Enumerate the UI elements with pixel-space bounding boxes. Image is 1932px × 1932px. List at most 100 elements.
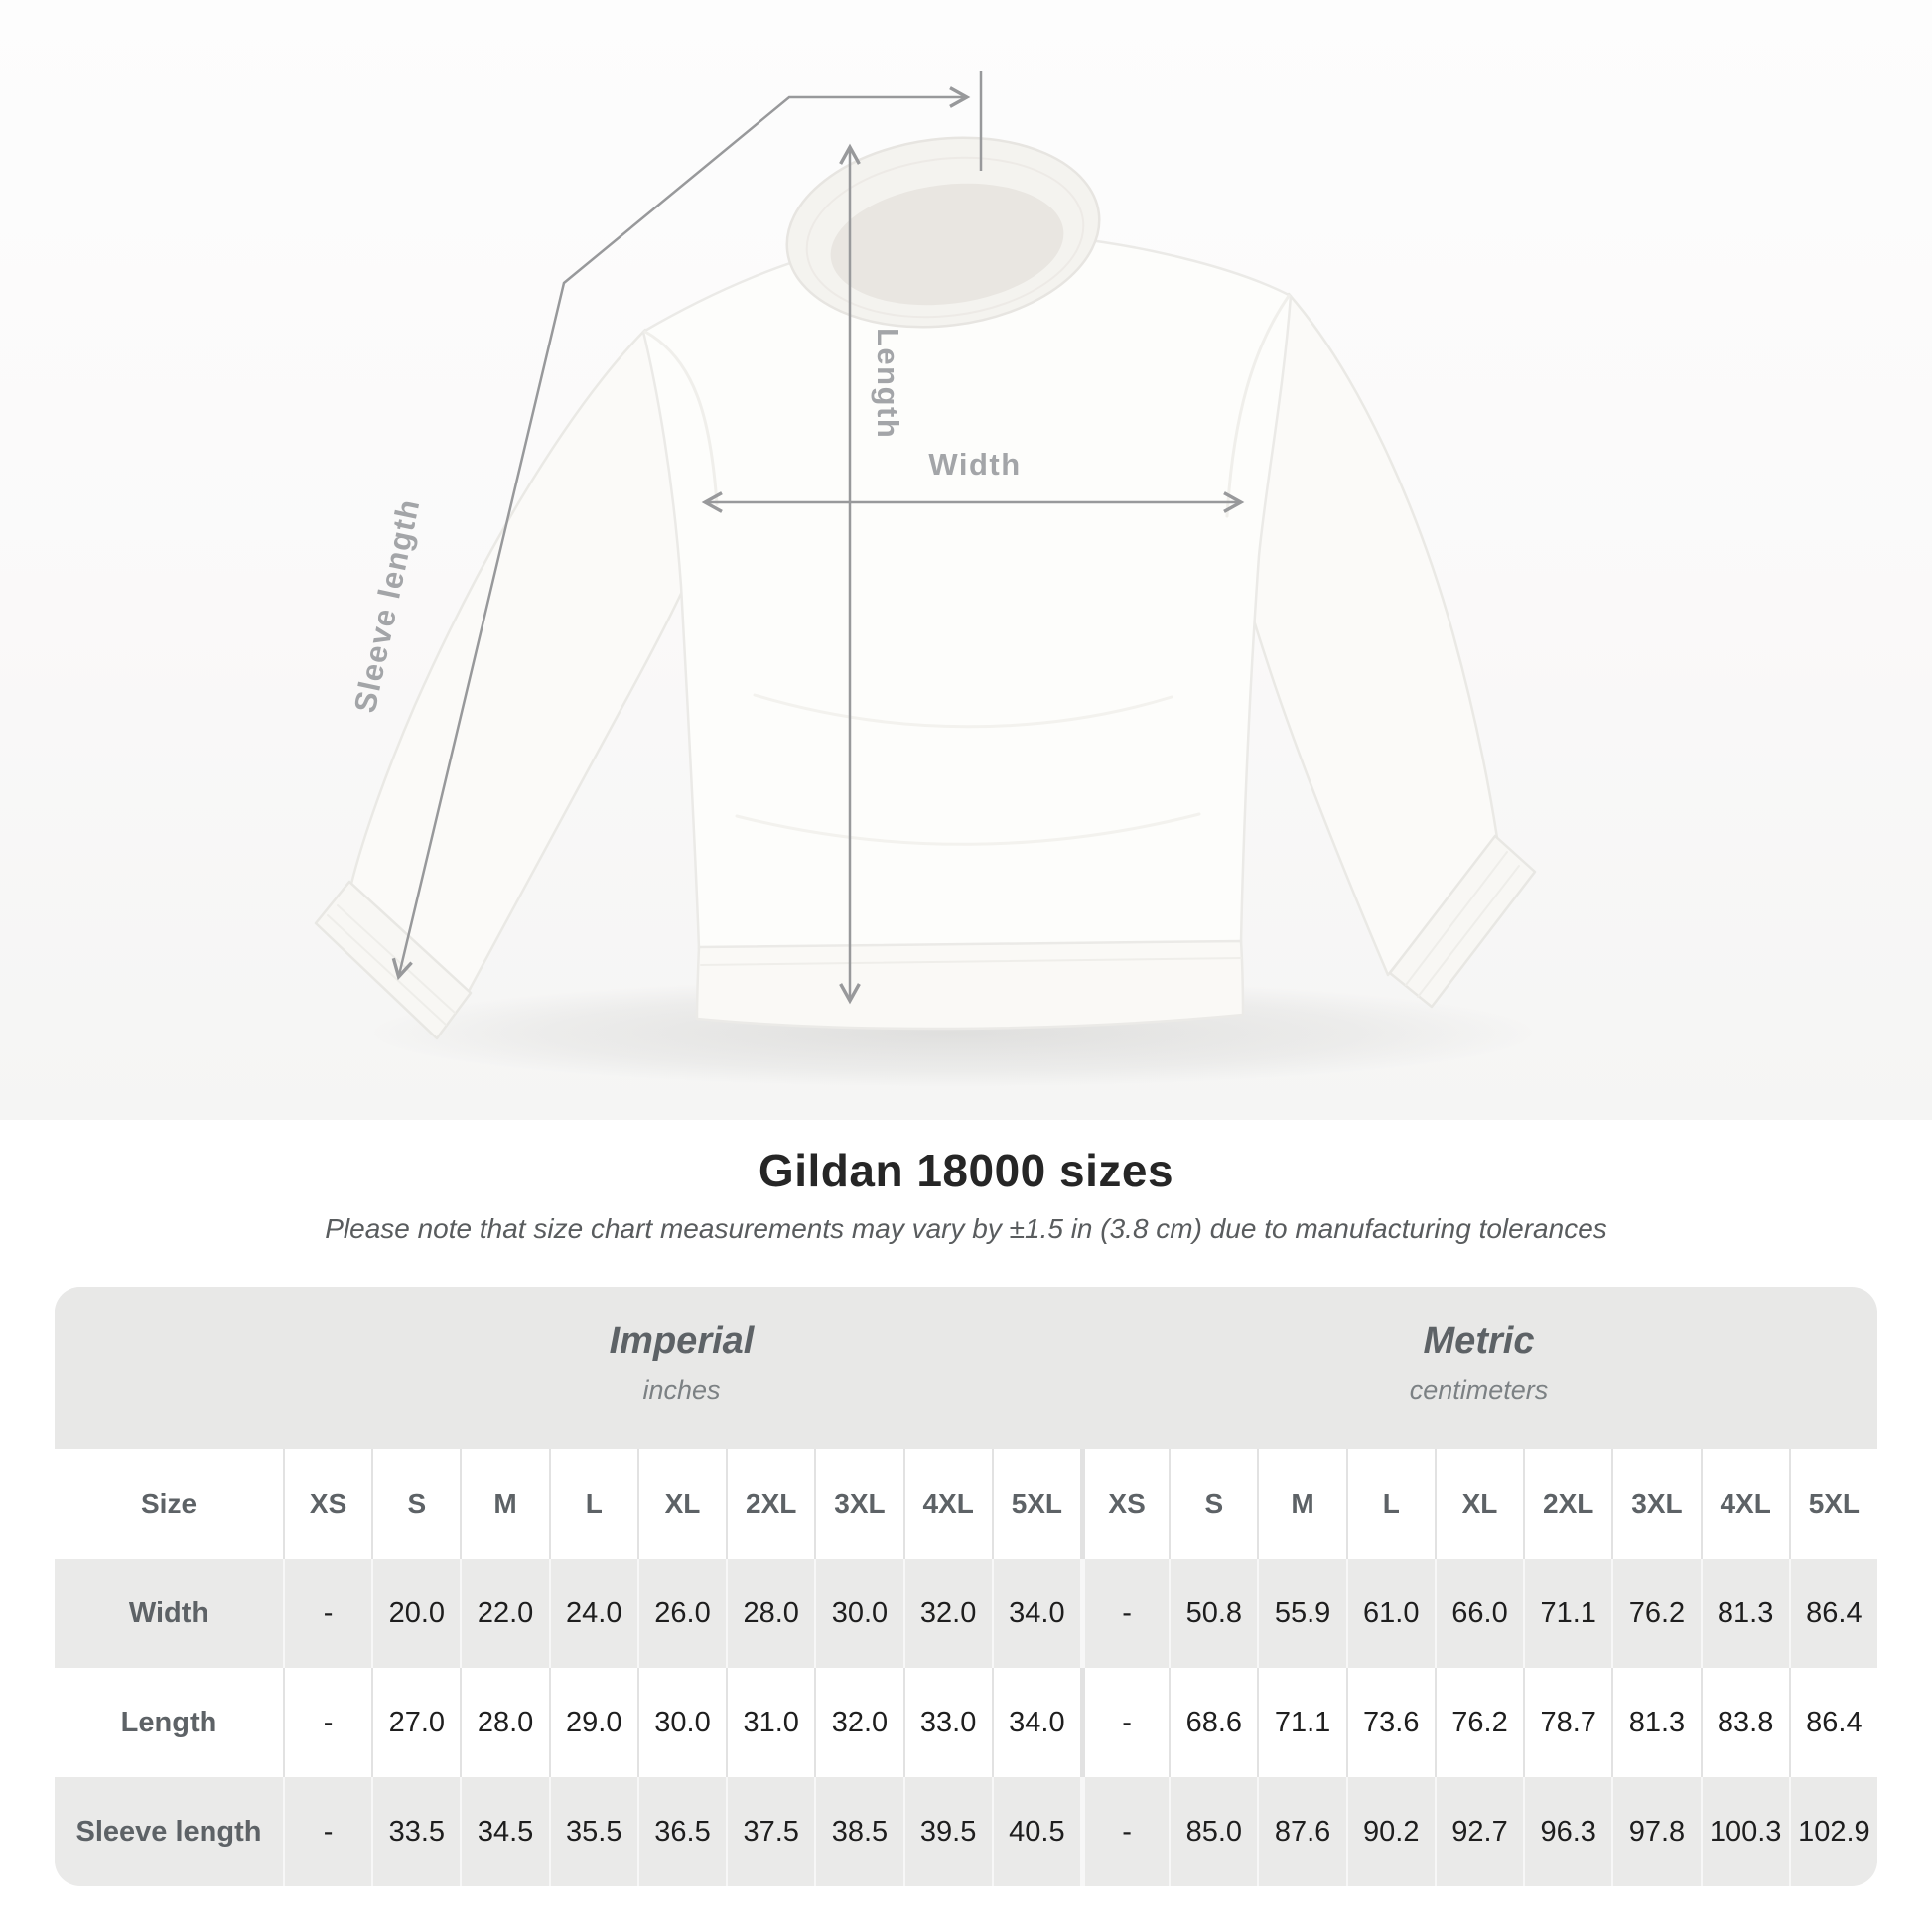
table-cell: 81.3 xyxy=(1700,1559,1789,1668)
measurement-annotations xyxy=(391,71,1245,1005)
column-header-imperial-M: M xyxy=(460,1449,549,1559)
size-table: Imperial inches Metric centimeters Size X… xyxy=(55,1287,1877,1886)
table-cell: 34.0 xyxy=(991,1668,1080,1777)
table-cell: 34.0 xyxy=(991,1559,1080,1668)
column-header-imperial-3XL: 3XL xyxy=(814,1449,903,1559)
table-cell: 32.0 xyxy=(902,1559,992,1668)
table-cell: 97.8 xyxy=(1611,1777,1701,1886)
table-cell: 85.0 xyxy=(1169,1777,1258,1886)
length-label: Length xyxy=(871,328,905,439)
table-cell: 71.1 xyxy=(1523,1559,1612,1668)
table-cell: - xyxy=(1079,1777,1170,1886)
heading: Gildan 18000 sizes Please note that size… xyxy=(0,1120,1932,1245)
table-cell: 73.6 xyxy=(1345,1668,1435,1777)
metric-group-label: Metric xyxy=(1423,1320,1535,1362)
table-cell: 100.3 xyxy=(1700,1777,1789,1886)
table-cell: 55.9 xyxy=(1257,1559,1346,1668)
column-header-metric-L: L xyxy=(1345,1449,1435,1559)
row-label: Width xyxy=(55,1559,283,1668)
right-cuff-ribbing xyxy=(1405,851,1520,998)
page-subtitle: Please note that size chart measurements… xyxy=(325,1213,1607,1244)
table-cell: 76.2 xyxy=(1611,1559,1701,1668)
sweatshirt-garment xyxy=(314,136,1537,1040)
table-cell: 92.7 xyxy=(1434,1777,1524,1886)
table-cell: 71.1 xyxy=(1257,1668,1346,1777)
table-cell: 29.0 xyxy=(548,1668,637,1777)
table-cell: 68.6 xyxy=(1169,1668,1258,1777)
table-cell: 83.8 xyxy=(1700,1668,1789,1777)
size-diagram: Length Width Sleeve length xyxy=(0,0,1932,1120)
table-cell: 61.0 xyxy=(1345,1559,1435,1668)
table-cell: 81.3 xyxy=(1611,1668,1701,1777)
table-cell: - xyxy=(283,1668,372,1777)
group-header-corner xyxy=(55,1287,283,1449)
table-cell: 28.0 xyxy=(460,1668,549,1777)
table-cell: 90.2 xyxy=(1345,1777,1435,1886)
table-cell: 37.5 xyxy=(726,1777,815,1886)
column-header-imperial-4XL: 4XL xyxy=(902,1449,992,1559)
row-label: Length xyxy=(55,1668,283,1777)
imperial-group-sublabel: inches xyxy=(642,1375,721,1405)
column-header-metric-XL: XL xyxy=(1434,1449,1524,1559)
table-cell: 87.6 xyxy=(1257,1777,1346,1886)
imperial-group-label: Imperial xyxy=(609,1320,755,1362)
left-sleeve xyxy=(349,328,717,997)
table-cell: 27.0 xyxy=(371,1668,461,1777)
table-cell: 35.5 xyxy=(548,1777,637,1886)
column-header-imperial-S: S xyxy=(371,1449,461,1559)
column-header-metric-3XL: 3XL xyxy=(1611,1449,1701,1559)
size-table-grid: Size XS S M L XL 2XL 3XL 4XL 5XL XS S M L XL 2XL 3XL 4XL 5… xyxy=(55,1449,1877,1886)
table-cell: 31.0 xyxy=(726,1668,815,1777)
imperial-group: Imperial inches xyxy=(283,1287,1080,1449)
table-cell: 86.4 xyxy=(1788,1668,1877,1777)
table-cell: 33.0 xyxy=(902,1668,992,1777)
table-cell: 28.0 xyxy=(726,1559,815,1668)
table-cell: 24.0 xyxy=(548,1559,637,1668)
table-cell: 66.0 xyxy=(1434,1559,1524,1668)
table-cell: - xyxy=(283,1777,372,1886)
size-column-header: Size xyxy=(55,1449,283,1559)
column-header-imperial-5XL: 5XL xyxy=(991,1449,1080,1559)
page-title: Gildan 18000 sizes xyxy=(758,1145,1174,1196)
column-header-imperial-XL: XL xyxy=(636,1449,727,1559)
table-cell: 78.7 xyxy=(1523,1668,1612,1777)
column-header-metric-4XL: 4XL xyxy=(1700,1449,1789,1559)
sleeve-length-label: Sleeve length xyxy=(347,495,427,716)
hem-band xyxy=(695,939,1245,1031)
table-group-header: Imperial inches Metric centimeters xyxy=(55,1287,1877,1449)
column-header-metric-5XL: 5XL xyxy=(1788,1449,1877,1559)
column-header-metric-2XL: 2XL xyxy=(1523,1449,1612,1559)
table-cell: 22.0 xyxy=(460,1559,549,1668)
table-cell: 33.5 xyxy=(371,1777,461,1886)
table-cell: 26.0 xyxy=(636,1559,727,1668)
table-cell: 30.0 xyxy=(636,1668,727,1777)
right-armhole-seam xyxy=(1225,294,1291,518)
table-cell: 86.4 xyxy=(1788,1559,1877,1668)
table-cell: 96.3 xyxy=(1523,1777,1612,1886)
table-cell: 30.0 xyxy=(814,1559,903,1668)
table-cell: 36.5 xyxy=(636,1777,727,1886)
column-header-metric-S: S xyxy=(1169,1449,1258,1559)
table-cell: 50.8 xyxy=(1169,1559,1258,1668)
table-cell: 40.5 xyxy=(991,1777,1080,1886)
table-cell: 32.0 xyxy=(814,1668,903,1777)
table-cell: 102.9 xyxy=(1788,1777,1877,1886)
table-cell: - xyxy=(1079,1559,1170,1668)
table-cell: - xyxy=(283,1559,372,1668)
column-header-imperial-XS: XS xyxy=(283,1449,372,1559)
row-label: Sleeve length xyxy=(55,1777,283,1886)
metric-group: Metric centimeters xyxy=(1080,1287,1877,1449)
column-header-imperial-2XL: 2XL xyxy=(726,1449,815,1559)
column-header-metric-XS: XS xyxy=(1079,1449,1170,1559)
garment-shadow xyxy=(367,978,1539,1087)
width-label: Width xyxy=(928,447,1021,482)
table-cell: 34.5 xyxy=(460,1777,549,1886)
right-cuff xyxy=(1388,834,1537,1009)
table-cell: - xyxy=(1079,1668,1170,1777)
column-header-imperial-L: L xyxy=(548,1449,637,1559)
table-cell: 39.5 xyxy=(902,1777,992,1886)
table-cell: 38.5 xyxy=(814,1777,903,1886)
table-cell: 76.2 xyxy=(1434,1668,1524,1777)
metric-group-sublabel: centimeters xyxy=(1409,1375,1549,1405)
table-cell: 20.0 xyxy=(371,1559,461,1668)
